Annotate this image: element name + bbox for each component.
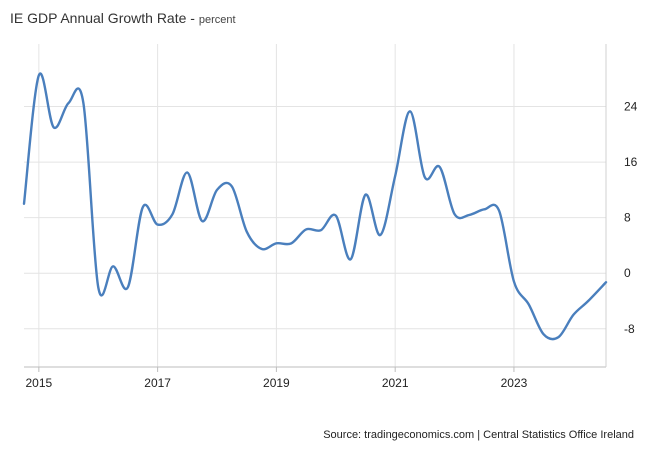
y-tick-label: 8: [624, 211, 631, 225]
axis-layer: [24, 44, 607, 372]
x-tick-label: 2019: [263, 376, 290, 390]
y-tick-label: -8: [624, 322, 635, 336]
x-tick-label: 2017: [144, 376, 171, 390]
y-tick-label: 24: [624, 100, 638, 114]
chart-title-text: IE GDP Annual Growth Rate: [10, 10, 187, 26]
chart-unit: percent: [198, 14, 236, 26]
source-note: Source: tradingeconomics.com | Central S…: [323, 429, 634, 441]
x-tick-label: 2021: [382, 376, 409, 390]
y-tick-label: 0: [624, 266, 631, 280]
x-tick-label: 2015: [25, 376, 52, 390]
grid-layer: [24, 44, 606, 367]
chart-title: IE GDP Annual Growth Rate - percent: [10, 10, 236, 26]
x-tick-label: 2023: [501, 376, 528, 390]
series-line: [22, 72, 608, 341]
tick-layer: 24 16 8 0 -8 2015 2017 2019 2021 2023: [25, 100, 637, 390]
series-layer: [22, 72, 608, 341]
y-tick-label: 16: [624, 155, 638, 169]
